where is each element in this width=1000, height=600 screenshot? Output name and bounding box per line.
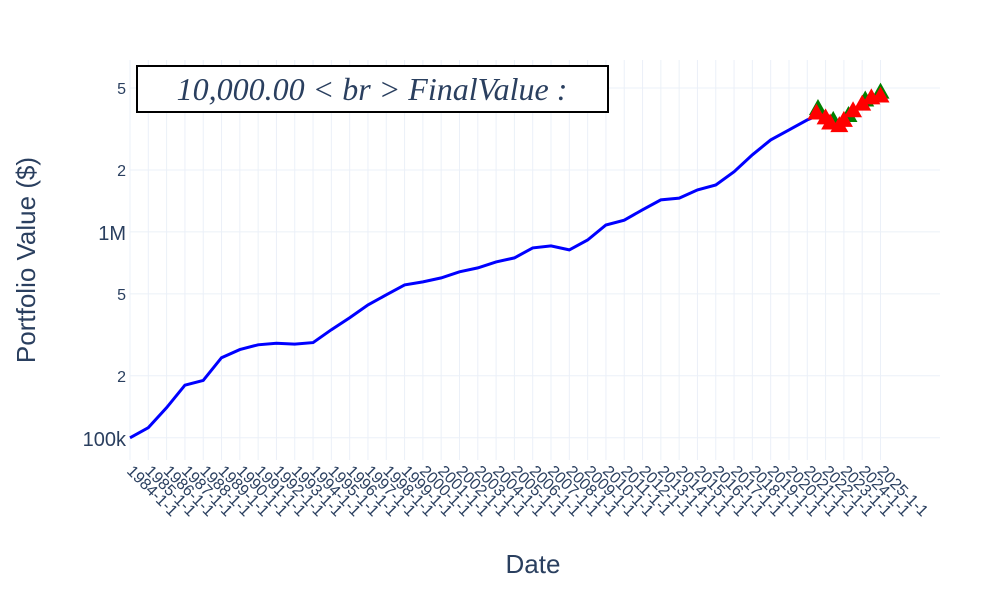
y-tick-label: 5 xyxy=(117,81,126,98)
y-tick-label: 5 xyxy=(117,287,126,304)
y-axis-title: Portfolio Value ($) xyxy=(11,157,41,363)
y-tick-label: 2 xyxy=(117,369,126,386)
marker xyxy=(853,94,872,111)
marker xyxy=(834,110,853,127)
y-tick-label: 1M xyxy=(98,223,126,245)
annotation-box xyxy=(136,65,609,113)
marker xyxy=(844,101,863,118)
marker xyxy=(807,103,826,120)
y-tick-label: 100k xyxy=(83,429,127,451)
annotation: 10,000.00 < br > FinalValue : xyxy=(177,71,568,107)
y-tick-label: 2 xyxy=(117,163,126,180)
line xyxy=(129,114,817,440)
marker xyxy=(871,86,890,103)
x-axis-title: Date xyxy=(506,549,561,579)
